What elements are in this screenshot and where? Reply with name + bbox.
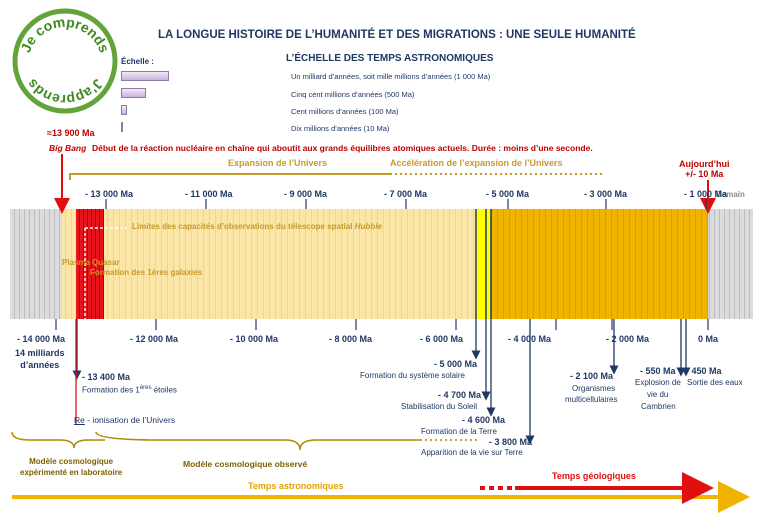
scale-text-100: Cent millions d’années (100 Ma)	[291, 107, 399, 116]
logo-badge: Je comprends J'apprends	[12, 8, 118, 114]
bar-astronomical-pale	[62, 209, 475, 319]
bar-before-bigbang	[10, 209, 62, 319]
start-sub-line2: d’années	[20, 359, 60, 370]
reionisation-text: - ionisation de l’Univers	[84, 415, 176, 425]
scale-text-10: Dix millions d’années (10 Ma)	[291, 124, 390, 133]
big-bang-date: ≈13 900 Ma	[47, 128, 95, 138]
scale-text-500: Cinq cent millions d’années (500 Ma)	[291, 90, 415, 99]
top-ticks	[105, 199, 707, 209]
scale-bar-500	[121, 88, 146, 98]
phase-acceleration: Accélération de l’expansion de l’Univers	[390, 158, 563, 168]
model-lab-brace	[11, 431, 105, 449]
tick-bottom-8000: - 8 000 Ma	[329, 334, 373, 344]
today-label: Aujourd’hui +/- 10 Ma	[679, 159, 730, 180]
event-5000-date: - 5 000 Ma	[434, 359, 478, 369]
tick-top-1000: - 1 000 Ma	[684, 189, 728, 199]
scale-text-1000: Un milliard d’années, soit mille million…	[291, 72, 491, 81]
logo: Je comprends J'apprends	[10, 6, 120, 116]
event-2100-text-1: Organismes	[572, 384, 616, 393]
page-subtitle: L’ÉCHELLE DES TEMPS ASTRONOMIQUES	[286, 53, 494, 64]
scale-bar-100	[121, 105, 127, 115]
today-line1: Aujourd’hui	[679, 159, 730, 169]
quasar-label: Quasar	[92, 258, 120, 267]
page-title: LA LONGUE HISTOIRE DE L’HUMANITÉ ET DES …	[158, 29, 636, 41]
today-line2: +/- 10 Ma	[685, 169, 724, 180]
event-2100-text-2: multicellulaires	[565, 395, 618, 404]
scale-bar-10	[121, 122, 123, 132]
event-550-text-1: Explosion de	[635, 378, 681, 387]
event-4700-text: Stabilisation du Soleil	[401, 402, 478, 411]
event-2100-date: - 2 100 Ma	[570, 371, 614, 381]
plasma-label: Plasma	[62, 258, 91, 267]
tick-bottom-10000: - 10 000 Ma	[230, 334, 279, 344]
demain-label: Demain	[716, 190, 745, 199]
event-3800-date: - 3 800 Ma	[489, 437, 533, 447]
bar-yellow-solar	[475, 209, 491, 319]
tick-bottom-4000: - 4 000 Ma	[508, 334, 552, 344]
start-subtitle: 14 milliards d’années	[15, 348, 65, 371]
event-550-date: - 550 Ma	[640, 366, 676, 376]
big-bang-name: Big Bang	[49, 143, 87, 153]
event-4600-date: - 4 600 Ma	[462, 415, 506, 425]
reionisation-prefix: Re	[74, 415, 85, 425]
tick-top-5000: - 5 000 Ma	[486, 189, 530, 199]
phase-expansion: Expansion de l’Univers	[228, 158, 328, 168]
event-550-text-3: Cambrien	[641, 402, 676, 411]
tick-bottom-14000: - 14 000 Ma	[17, 334, 66, 344]
start-sub-line1: 14 milliards	[15, 348, 65, 358]
tick-bottom-12000: - 12 000 Ma	[130, 334, 179, 344]
model-lab-label: Modèle cosmologique expérimenté en labor…	[20, 457, 122, 479]
model-lab-line1: Modèle cosmologique	[29, 457, 114, 466]
tick-top-11000: - 11 000 Ma	[185, 189, 233, 199]
tick-top-9000: - 9 000 Ma	[284, 189, 328, 199]
event-3800-text: Apparition de la vie sur Terre	[421, 448, 523, 457]
bottom-ticks	[55, 319, 709, 330]
hubble-limit-label: Limites des capacités d’observations du …	[132, 223, 382, 231]
event-5000-text: Formation du système solaire	[360, 371, 465, 380]
bar-future	[708, 209, 753, 319]
event-13400-text: Formation des 1ères étoiles	[82, 385, 177, 395]
event-450-date: - 450 Ma	[686, 366, 722, 376]
hubble-name: Hubble	[354, 222, 382, 231]
event-4700-date: - 4 700 Ma	[438, 390, 482, 400]
tick-top-13000: - 13 000 Ma	[85, 189, 134, 199]
tick-bottom-0: 0 Ma	[698, 334, 719, 344]
model-observed-label: Modèle cosmologique observé	[183, 459, 308, 469]
event-550-text-2: vie du	[647, 390, 669, 399]
tick-bottom-2000: - 2 000 Ma	[606, 334, 650, 344]
model-lab-line2: expérimenté en laboratoire	[20, 467, 123, 477]
event-450-text: Sortie des eaux	[687, 378, 743, 387]
event-13400-txt-b: étoiles	[151, 385, 177, 395]
event-13400-sup: ères	[139, 385, 152, 391]
big-bang-description: Début de la réaction nucléaire en chaîne…	[92, 143, 593, 153]
bar-geological-orange	[491, 209, 708, 319]
tick-top-7000: - 7 000 Ma	[384, 189, 428, 199]
expansion-bracket	[69, 173, 390, 180]
hubble-label-text: Limites des capacités d’observations du …	[132, 222, 355, 231]
reionisation-label: Re - ionisation de l’Univers	[74, 416, 175, 425]
galaxies-label: Formation des 1ères galaxies	[90, 268, 203, 277]
event-13400-txt-a: Formation des 1	[82, 385, 140, 395]
astronomical-time-label: Temps astronomiques	[248, 481, 344, 491]
model-observed-brace	[95, 431, 420, 451]
tick-top-3000: - 3 000 Ma	[584, 189, 628, 199]
event-13400-date: - 13 400 Ma	[82, 372, 131, 382]
geological-time-label: Temps géologiques	[552, 471, 636, 481]
scale-bar-1000	[121, 71, 169, 81]
scale-label: Échelle :	[121, 57, 154, 66]
event-4600-text: Formation de la Terre	[421, 427, 497, 436]
tick-bottom-6000: - 6 000 Ma	[420, 334, 464, 344]
